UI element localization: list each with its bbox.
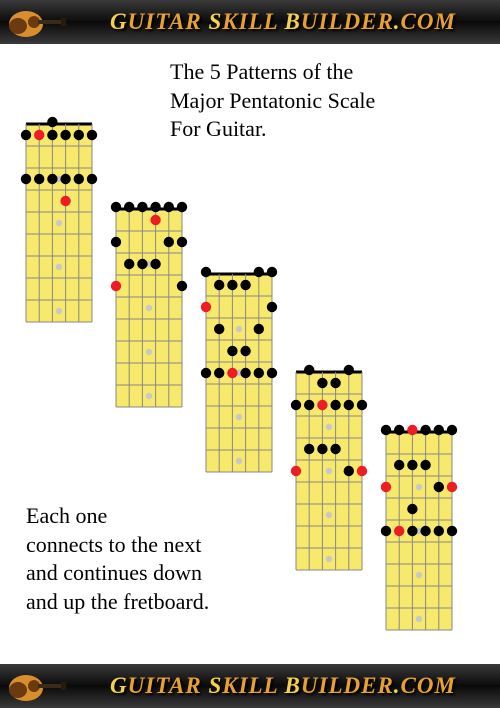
page-caption: Each oneconnects to the nextand continue…: [26, 502, 209, 616]
header-banner: GUITAR SKILL BUILDER.COM: [0, 0, 500, 44]
fretboard-pattern-4: [286, 362, 372, 585]
banner-title: GUITAR SKILL BUILDER.COM: [66, 673, 500, 699]
guitar-icon: [6, 668, 66, 704]
page-title: The 5 Patterns of theMajor Pentatonic Sc…: [170, 58, 375, 144]
fretboard-pattern-5: [376, 422, 462, 645]
guitar-icon: [6, 4, 66, 40]
banner-title: GUITAR SKILL BUILDER.COM: [66, 9, 500, 35]
footer-banner: GUITAR SKILL BUILDER.COM: [0, 664, 500, 708]
main-content: The 5 Patterns of theMajor Pentatonic Sc…: [0, 44, 500, 664]
fretboard-pattern-1: [16, 114, 102, 337]
fretboard-pattern-3: [196, 264, 282, 487]
fretboard-pattern-2: [106, 199, 192, 422]
